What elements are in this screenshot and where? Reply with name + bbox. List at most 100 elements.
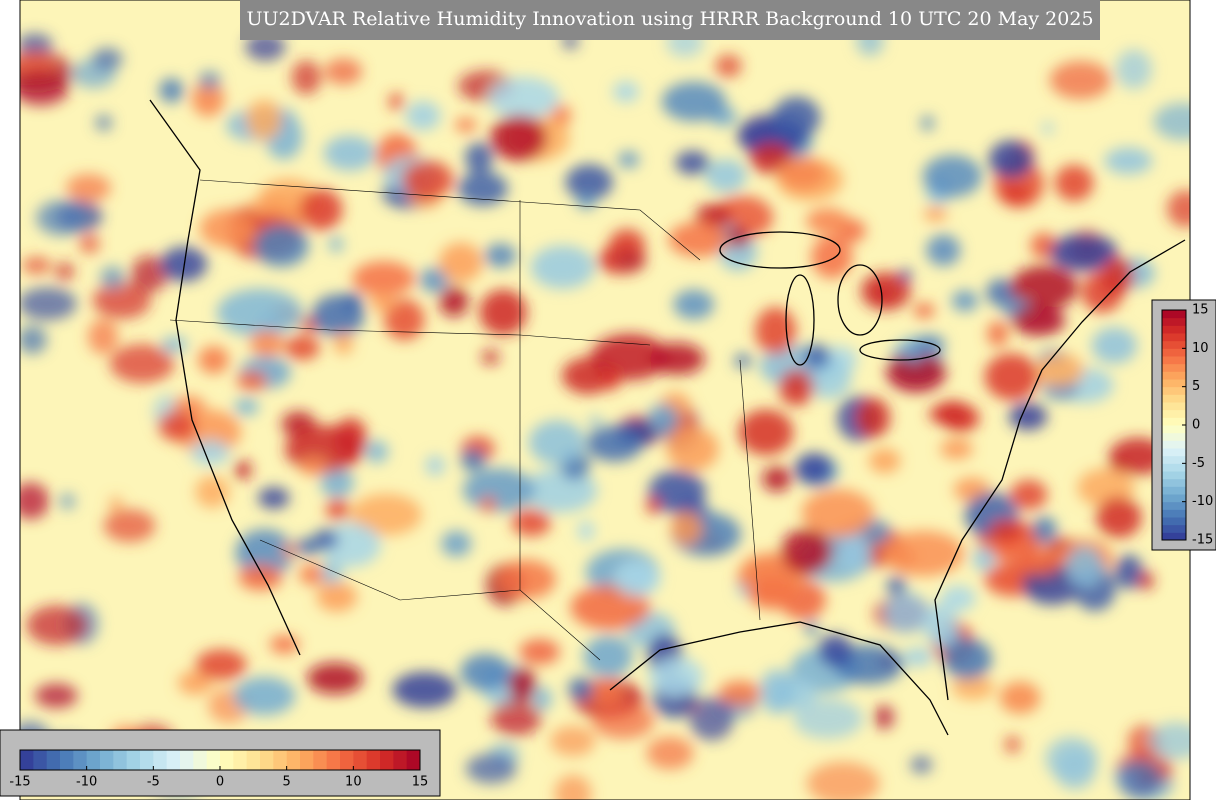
field-patch: [324, 58, 363, 85]
field-patch: [1138, 571, 1154, 590]
field-patch: [715, 54, 742, 78]
colorbar-step: [100, 750, 114, 770]
field-patch: [329, 236, 344, 252]
field-patch: [673, 289, 715, 320]
field-patch: [299, 188, 343, 231]
field-patch: [1010, 479, 1048, 510]
field-patch: [583, 679, 624, 705]
colorbar: 15 10 5 0 -5 -10 -15: [1161, 303, 1213, 548]
colorbar-step: [1162, 532, 1186, 541]
field-patch: [1011, 305, 1065, 336]
field-patch: [792, 698, 864, 739]
field-patch: [191, 81, 225, 117]
field-patch: [523, 468, 598, 513]
field-patch: [20, 287, 77, 321]
field-patch: [1115, 49, 1152, 90]
colorbar-step: [1162, 371, 1186, 380]
field-patch: [738, 409, 794, 456]
field-patch: [988, 140, 1034, 179]
field-patch: [1049, 233, 1118, 272]
field-patch: [103, 509, 156, 543]
colorbar-tick-label: -5: [1192, 456, 1205, 471]
colorbar-step: [1162, 494, 1186, 503]
field-patch: [383, 299, 425, 341]
field-patch: [778, 157, 827, 190]
field-patch: [1148, 722, 1190, 760]
field-patch: [253, 224, 309, 267]
field-patch: [190, 439, 230, 466]
colorbar-step: [313, 750, 328, 770]
field-patch: [926, 234, 961, 267]
field-patch: [92, 47, 123, 71]
colorbar-step: [1162, 348, 1186, 357]
field-patch: [291, 60, 322, 95]
field-patch: [591, 702, 655, 739]
field-patch: [419, 267, 449, 293]
colorbar-tick-label: 5: [283, 775, 291, 790]
colorbar-step: [246, 750, 261, 770]
field-patch: [511, 508, 551, 537]
field-patch: [405, 101, 441, 131]
field-patch: [79, 234, 100, 254]
field-patch: [987, 321, 1009, 347]
field-patch: [984, 353, 1039, 401]
field-patch: [316, 582, 358, 612]
field-patch: [457, 171, 508, 206]
field-patch: [195, 475, 230, 508]
field-patch: [66, 173, 111, 202]
field-patch: [648, 656, 704, 697]
colorbar-step: [1162, 363, 1186, 372]
field-patch: [940, 438, 973, 460]
field-patch: [550, 725, 596, 757]
lake: [837, 264, 883, 336]
lake: [859, 339, 941, 361]
field-patch: [883, 592, 930, 634]
field-patch: [198, 346, 229, 374]
field-patch: [1049, 61, 1112, 100]
field-patch: [216, 288, 303, 337]
field-patch: [480, 496, 496, 513]
field-patch: [100, 265, 125, 289]
field-patch: [755, 307, 797, 355]
field-patch: [778, 369, 815, 406]
colorbar-step: [300, 750, 314, 770]
colorbar-step: [1162, 432, 1186, 441]
field-patch: [238, 564, 283, 591]
field-patch: [465, 753, 517, 784]
field-patch: [36, 200, 86, 236]
colorbar-step: [193, 750, 208, 770]
field-patch: [34, 683, 78, 709]
gulf-coast: [609, 621, 949, 736]
field-patch: [455, 118, 477, 132]
field-patch: [326, 498, 350, 521]
field-patch: [234, 398, 259, 416]
field-patch: [1016, 551, 1060, 576]
colorbar-tick-label: 10: [1192, 341, 1209, 356]
field-patch: [488, 76, 560, 120]
colorbar-step: [140, 750, 154, 770]
field-patch: [402, 160, 454, 199]
field-patch: [198, 71, 221, 90]
field-patch: [675, 150, 710, 175]
field-patch: [236, 371, 268, 391]
field-patch: [886, 576, 907, 596]
field-patch: [392, 671, 457, 708]
field-patch: [1167, 190, 1190, 228]
colorbar-tick-label: 0: [216, 775, 224, 790]
field-patch: [838, 532, 870, 571]
field-patch: [519, 638, 560, 665]
colorbar-step: [206, 750, 221, 770]
field-patch: [20, 325, 47, 355]
field-patch: [439, 286, 469, 317]
field-patch: [577, 520, 595, 541]
lake: [719, 231, 841, 269]
field-patch: [999, 681, 1041, 714]
field-patch: [333, 332, 354, 355]
field-patch: [484, 243, 517, 268]
field-patch: [649, 342, 705, 375]
colorbar-step: [60, 750, 74, 770]
colorbar-step: [1162, 478, 1186, 487]
field-patch: [902, 647, 934, 667]
field-patch: [617, 151, 640, 169]
colorbar-step: [1162, 317, 1186, 326]
